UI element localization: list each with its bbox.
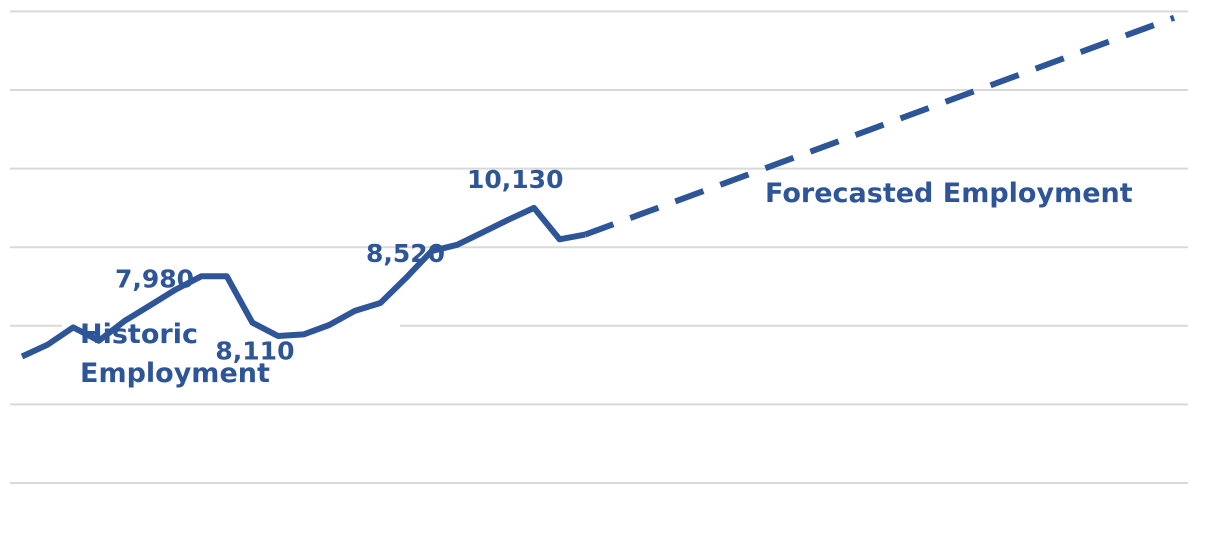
- data-label-0: 7,980: [115, 264, 194, 293]
- forecast-line: [584, 14, 1176, 238]
- historic-line: [20, 204, 586, 360]
- data-label-3: 10,130: [467, 165, 563, 194]
- data-label-2: 8,520: [366, 239, 445, 268]
- gridlines: [10, 10, 1188, 484]
- data-label-1: 8,110: [215, 337, 294, 366]
- forecasted-employment-label: Forecasted Employment: [765, 178, 1133, 209]
- historic-employment-label-line2: Employment: [80, 358, 270, 389]
- historic-employment-label: Historic: [80, 319, 198, 350]
- series-lines: [20, 14, 1176, 360]
